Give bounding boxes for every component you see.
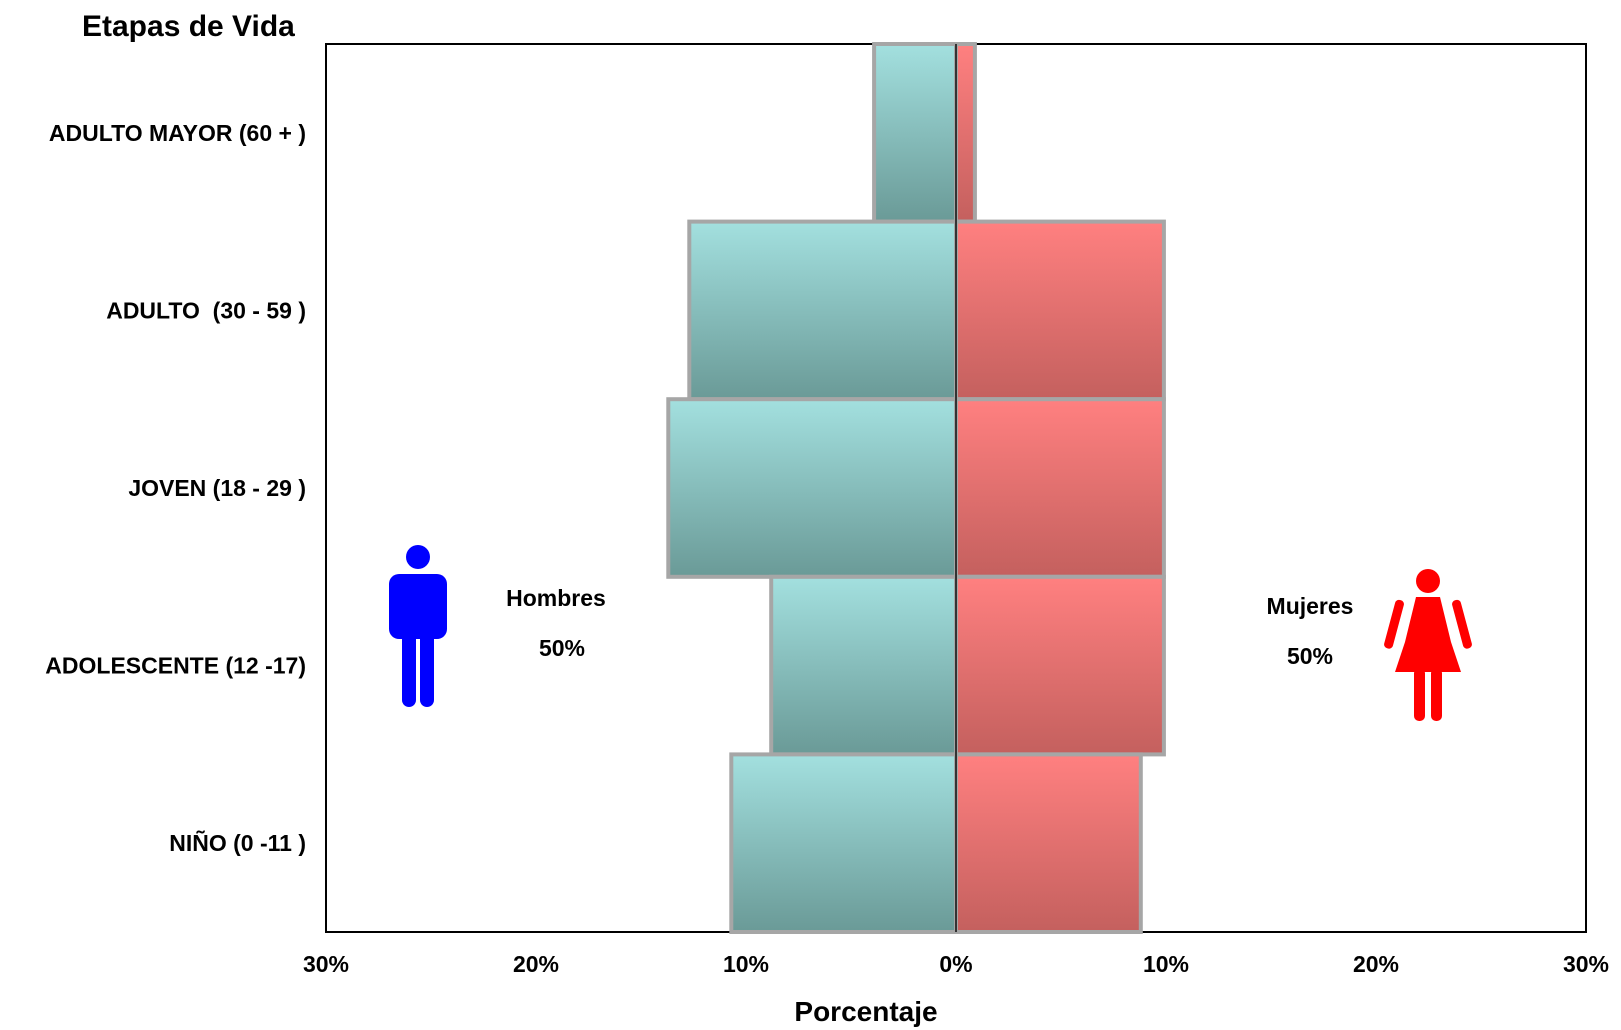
- x-tick-labels: 30% 20% 10% 0% 10% 20% 30%: [303, 951, 1609, 977]
- bar-female-1: [954, 219, 1166, 402]
- x-tick-label: 20%: [513, 951, 559, 977]
- x-tick-label: 30%: [303, 951, 349, 977]
- bar-male-4: [729, 752, 958, 935]
- category-label: ADOLESCENTE (12 -17): [45, 653, 306, 679]
- bar-female-3: [954, 574, 1166, 757]
- x-tick-label: 0%: [939, 951, 972, 977]
- bar-male-3: [769, 574, 959, 757]
- female-label: Mujeres: [1267, 593, 1354, 619]
- x-tick-label: 10%: [723, 951, 769, 977]
- category-label: ADULTO MAYOR (60 + ): [49, 120, 306, 146]
- x-tick-label: 10%: [1143, 951, 1189, 977]
- bar-female-0: [954, 42, 977, 224]
- male-percent: 50%: [539, 635, 585, 661]
- bar-female-4: [954, 752, 1143, 935]
- female-person-icon: [1384, 569, 1472, 721]
- category-label: ADULTO (30 - 59 ): [106, 297, 306, 323]
- bars-group: [666, 42, 1166, 935]
- bar-female-2: [954, 397, 1166, 579]
- x-tick-label: 20%: [1353, 951, 1399, 977]
- category-label: JOVEN (18 - 29 ): [128, 475, 306, 501]
- bar-male-2: [666, 397, 958, 579]
- bar-male-0: [872, 42, 958, 224]
- category-labels: ADULTO MAYOR (60 + ) ADULTO (30 - 59 ) JOV…: [45, 120, 306, 856]
- y-axis-title: Etapas de Vida: [82, 10, 295, 43]
- male-label: Hombres: [506, 585, 606, 611]
- bar-male-1: [687, 219, 958, 402]
- x-axis-title: Porcentaje: [794, 996, 937, 1027]
- male-person-icon: [389, 545, 447, 707]
- female-percent: 50%: [1287, 643, 1333, 669]
- x-tick-label: 30%: [1563, 951, 1609, 977]
- category-label: NIÑO (0 -11 ): [169, 829, 306, 856]
